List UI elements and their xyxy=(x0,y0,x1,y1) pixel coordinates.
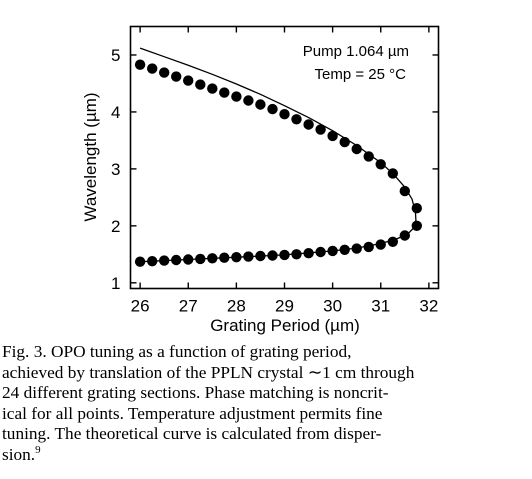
data-point xyxy=(339,136,350,148)
caption-line: ical for all points. Temperature adjustm… xyxy=(2,403,383,423)
caption-line: tuning. The theoretical curve is calcula… xyxy=(2,424,382,443)
data-point xyxy=(134,256,146,267)
data-point xyxy=(363,241,374,253)
x-axis-title: Grating Period (µm) xyxy=(210,316,360,335)
data-point xyxy=(279,249,290,261)
data-point xyxy=(231,252,242,263)
caption-reference: 9 xyxy=(35,443,41,456)
data-point xyxy=(159,255,170,266)
data-point xyxy=(375,239,386,250)
y-tick-label: 2 xyxy=(111,217,120,236)
data-point xyxy=(327,130,338,142)
y-tick-label: 4 xyxy=(111,103,120,122)
caption-line: sion. xyxy=(2,444,36,464)
data-point xyxy=(219,87,230,98)
data-point xyxy=(195,79,206,90)
data-point xyxy=(351,143,362,155)
annotation-pump: Pump 1.064 µm xyxy=(303,43,409,60)
data-point xyxy=(315,124,326,135)
data-point xyxy=(387,236,398,247)
data-point xyxy=(183,254,194,265)
x-tick-label: 29 xyxy=(275,297,294,316)
data-point xyxy=(231,91,242,102)
data-point xyxy=(255,99,266,110)
caption-line: achieved by translation of the PPLN crys… xyxy=(2,362,415,382)
y-tick-labels: 1 2 3 4 5 xyxy=(111,46,120,293)
data-point xyxy=(399,230,410,241)
y-tick-label: 3 xyxy=(111,160,120,179)
data-point xyxy=(315,246,326,258)
data-point xyxy=(267,250,278,261)
data-point xyxy=(195,253,206,265)
data-point xyxy=(291,114,302,125)
data-point xyxy=(171,254,182,266)
caption-line: Fig. 3. OPO tuning as a function of grat… xyxy=(2,342,352,361)
data-point xyxy=(303,248,314,259)
caption-line: 24 different grating sections. Phase mat… xyxy=(2,383,389,402)
data-point xyxy=(399,185,410,197)
data-point xyxy=(267,103,278,115)
x-tick-label: 28 xyxy=(227,297,246,316)
data-points xyxy=(134,59,422,267)
data-point xyxy=(147,256,158,267)
data-point xyxy=(171,71,182,82)
data-point xyxy=(219,252,230,263)
figure-caption: Fig. 3. OPO tuning as a function of grat… xyxy=(2,342,522,465)
data-point xyxy=(291,249,302,260)
y-axis-title: Wavelength (µm) xyxy=(81,92,100,221)
data-point xyxy=(387,168,398,179)
data-point xyxy=(303,119,314,130)
data-point xyxy=(147,63,158,74)
x-tick-labels: 26 27 28 29 30 31 32 xyxy=(131,297,439,316)
data-point xyxy=(159,67,170,78)
axis-ticks xyxy=(130,26,439,289)
x-tick-label: 30 xyxy=(323,297,342,316)
data-point xyxy=(279,109,290,120)
x-tick-label: 26 xyxy=(131,297,150,316)
data-point xyxy=(243,95,254,106)
data-point xyxy=(183,75,194,86)
chart: 26 27 28 29 30 31 32 1 2 3 4 5 Pump 1.064 µm Temp … xyxy=(81,25,440,335)
data-point xyxy=(207,83,218,94)
data-point xyxy=(327,245,338,257)
data-point xyxy=(411,203,422,214)
data-point xyxy=(363,151,374,162)
x-tick-label: 27 xyxy=(179,297,198,316)
data-point xyxy=(134,59,146,70)
data-point xyxy=(255,250,266,262)
data-point xyxy=(339,244,350,255)
x-tick-label: 31 xyxy=(371,297,390,316)
data-point xyxy=(207,253,218,264)
data-point xyxy=(375,159,386,170)
data-point xyxy=(351,243,362,254)
annotation-temp: Temp = 25 °C xyxy=(315,66,407,83)
data-point xyxy=(411,220,422,231)
x-tick-label: 32 xyxy=(419,297,438,316)
data-point xyxy=(243,251,254,262)
y-tick-label: 1 xyxy=(111,274,120,293)
y-tick-label: 5 xyxy=(111,46,120,65)
